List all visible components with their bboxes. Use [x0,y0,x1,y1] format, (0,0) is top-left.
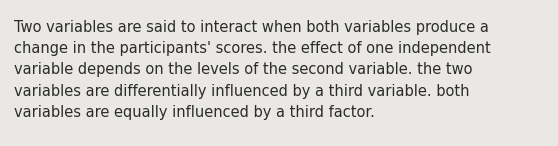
Text: Two variables are said to interact when both variables produce a
change in the p: Two variables are said to interact when … [14,20,490,120]
